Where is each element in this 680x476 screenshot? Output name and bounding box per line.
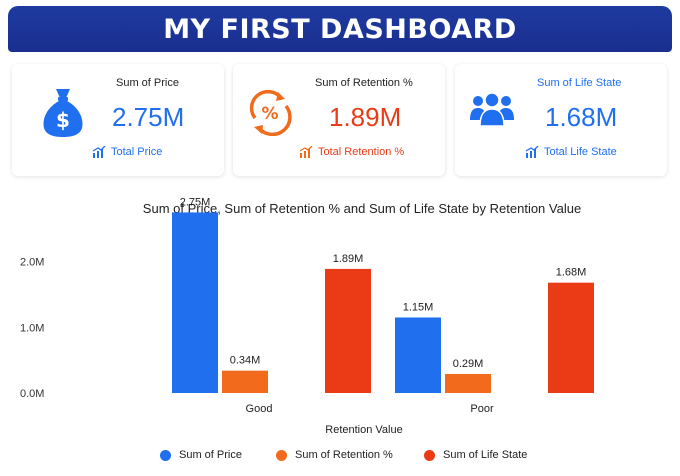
card-sum-of-retention[interactable]: % Sum of Retention % 1.89M Total Retenti… bbox=[233, 64, 445, 176]
legend-swatch bbox=[424, 449, 435, 461]
bar-poor-2 bbox=[445, 373, 491, 393]
bar-good-1 bbox=[172, 212, 218, 393]
legend-label: Sum of Retention % bbox=[295, 449, 393, 461]
chart-title: Sum of Price, Sum of Retention % and Sum… bbox=[143, 201, 581, 216]
data-label: 1.68M bbox=[556, 267, 587, 279]
percent-cycle-icon: % bbox=[245, 88, 295, 141]
legend-label: Sum of Price bbox=[179, 449, 242, 461]
card-retention-label: Sum of Retention % bbox=[315, 77, 413, 89]
users-group-icon bbox=[469, 92, 515, 133]
x-tick-label: Good bbox=[246, 403, 273, 415]
y-tick-label: 2.0M bbox=[20, 257, 44, 269]
bar-trend-icon bbox=[92, 146, 106, 158]
legend-swatch bbox=[160, 449, 171, 461]
bar-chart[interactable]: Sum of Price, Sum of Retention % and Sum… bbox=[8, 186, 672, 472]
money-bag-icon: $ bbox=[40, 86, 86, 143]
dashboard-header: MY FIRST DASHBOARD bbox=[8, 6, 672, 52]
legend-item-life-state[interactable]: Sum of Life State bbox=[424, 449, 527, 461]
svg-text:$: $ bbox=[56, 108, 70, 132]
card-life-state-value: 1.68M bbox=[545, 102, 618, 132]
card-retention-value: 1.89M bbox=[329, 102, 402, 132]
card-life-state-sub: Total Life State bbox=[525, 146, 617, 158]
bar-good-3 bbox=[325, 268, 371, 393]
legend-item-retention[interactable]: Sum of Retention % bbox=[276, 449, 393, 461]
legend-label: Sum of Life State bbox=[443, 449, 528, 461]
y-tick-label: 1.0M bbox=[20, 322, 44, 334]
bar-trend-icon bbox=[525, 146, 539, 158]
card-price-sub-label: Total Price bbox=[111, 146, 163, 158]
card-retention-sub: Total Retention % bbox=[299, 146, 404, 158]
data-label: 1.15M bbox=[403, 301, 434, 313]
data-label: 1.89M bbox=[333, 253, 364, 265]
data-label: 2.75M bbox=[180, 196, 211, 208]
card-life-state-sub-label: Total Life State bbox=[544, 146, 617, 158]
card-price-sub: Total Price bbox=[92, 146, 162, 158]
card-sum-of-price[interactable]: $ Sum of Price 2.75M Total Price bbox=[12, 64, 224, 176]
card-price-value: 2.75M bbox=[112, 102, 185, 132]
card-retention-sub-label: Total Retention % bbox=[318, 146, 405, 158]
card-price-label: Sum of Price bbox=[116, 77, 179, 89]
card-sum-of-life-state[interactable]: Sum of Life State 1.68M Total Life State bbox=[455, 64, 667, 176]
data-label: 0.34M bbox=[230, 355, 261, 367]
bar-poor-3 bbox=[548, 282, 594, 393]
x-axis-label: Retention Value bbox=[325, 424, 402, 436]
bar-poor-1 bbox=[395, 317, 441, 393]
x-tick-label: Poor bbox=[470, 403, 494, 415]
data-label: 0.29M bbox=[453, 358, 484, 370]
legend-swatch bbox=[276, 449, 287, 461]
dashboard-title: MY FIRST DASHBOARD bbox=[163, 13, 517, 45]
card-life-state-label: Sum of Life State bbox=[537, 77, 622, 89]
bar-trend-icon bbox=[299, 146, 313, 158]
legend-item-price[interactable]: Sum of Price bbox=[160, 449, 242, 461]
bar-chart-svg: Sum of Price, Sum of Retention % and Sum… bbox=[20, 196, 594, 436]
svg-text:%: % bbox=[261, 104, 278, 124]
chart-legend: Sum of Price Sum of Retention % Sum of L… bbox=[0, 449, 680, 467]
y-tick-label: 0.0M bbox=[20, 388, 44, 400]
bar-good-2 bbox=[222, 370, 268, 393]
